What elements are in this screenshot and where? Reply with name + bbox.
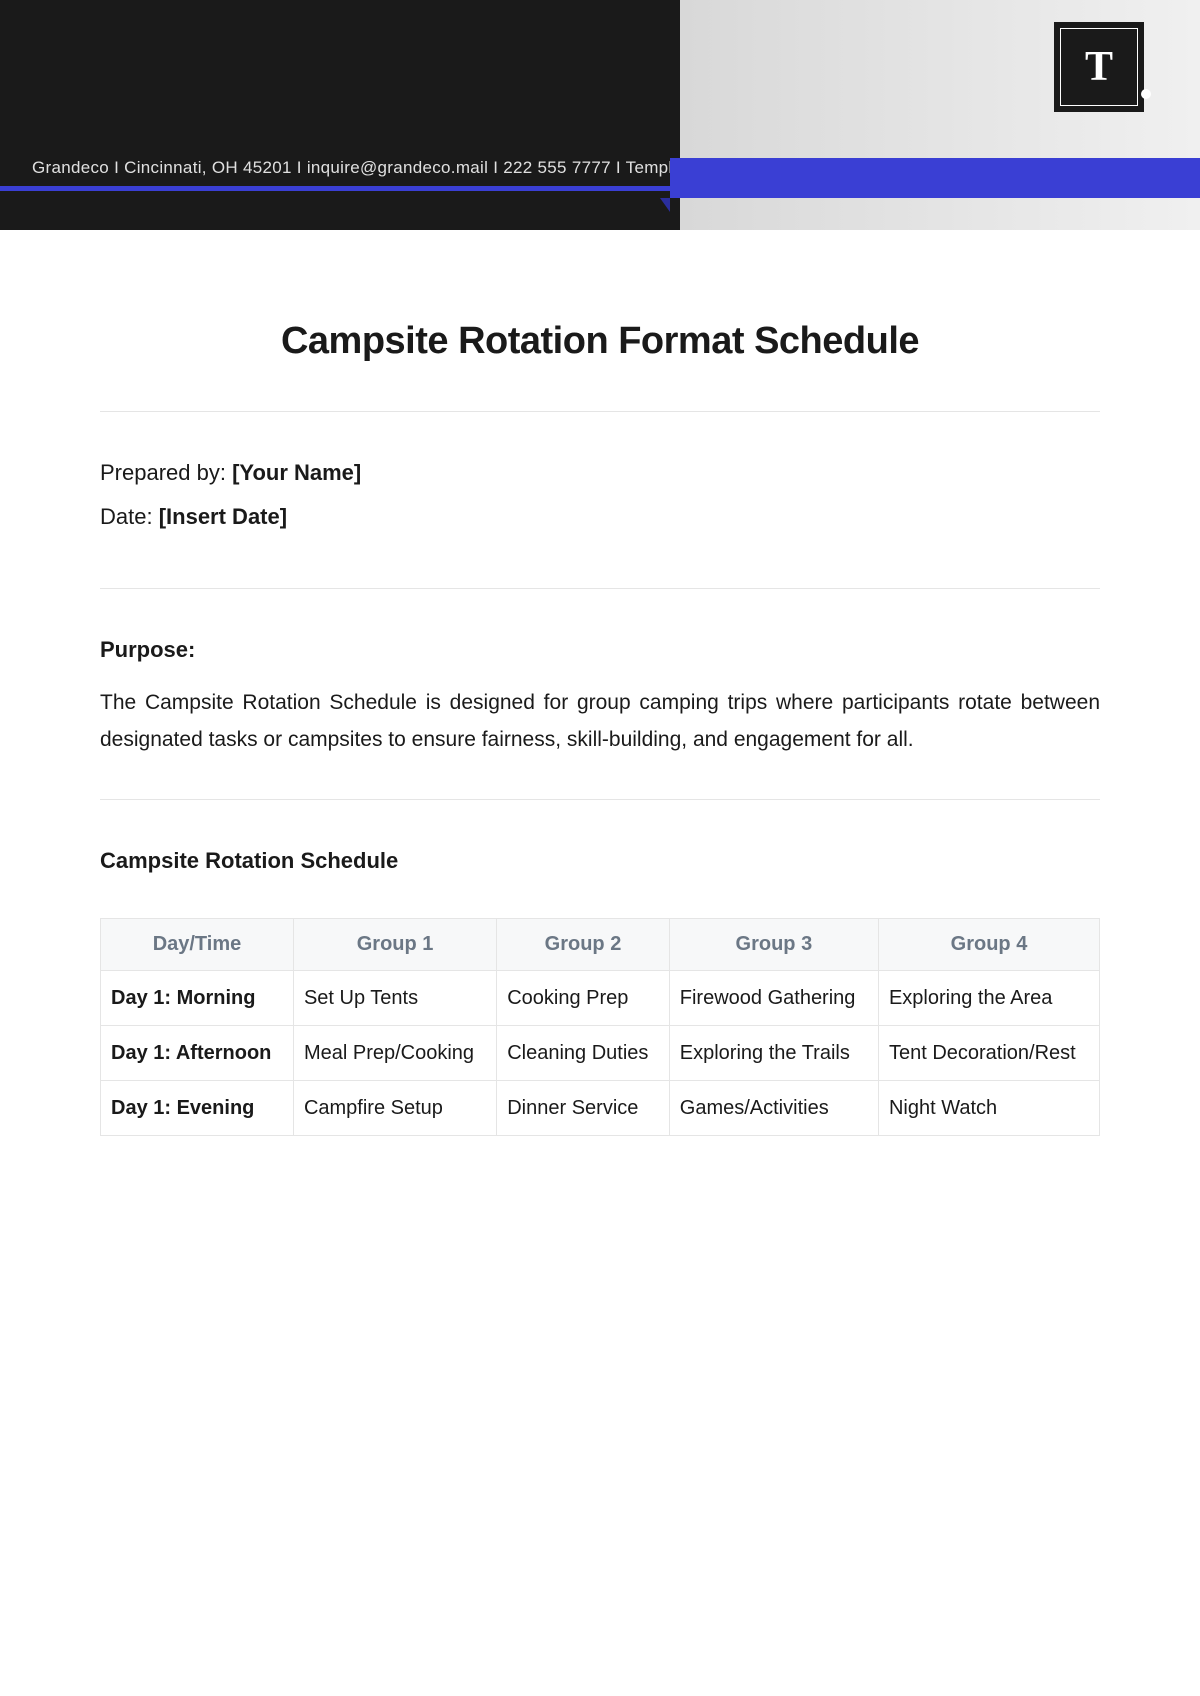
cell: Games/Activities bbox=[669, 1080, 878, 1135]
divider bbox=[100, 411, 1100, 412]
purpose-text: The Campsite Rotation Schedule is design… bbox=[100, 685, 1100, 759]
date-value: [Insert Date] bbox=[159, 504, 287, 529]
cell: Dinner Service bbox=[497, 1080, 670, 1135]
blue-notch bbox=[660, 198, 670, 212]
divider bbox=[100, 799, 1100, 800]
schedule-heading: Campsite Rotation Schedule bbox=[100, 848, 1100, 874]
blue-bar bbox=[670, 158, 1200, 198]
col-header: Day/Time bbox=[101, 918, 294, 970]
schedule-table: Day/Time Group 1 Group 2 Group 3 Group 4… bbox=[100, 918, 1100, 1136]
company-phone: 222 555 7777 bbox=[503, 158, 611, 177]
table-header-row: Day/Time Group 1 Group 2 Group 3 Group 4 bbox=[101, 918, 1100, 970]
cell: Tent Decoration/Rest bbox=[878, 1025, 1099, 1080]
company-location: Cincinnati, OH 45201 bbox=[124, 158, 292, 177]
cell: Night Watch bbox=[878, 1080, 1099, 1135]
divider bbox=[100, 588, 1100, 589]
prepared-by-value: [Your Name] bbox=[232, 460, 361, 485]
cell: Meal Prep/Cooking bbox=[293, 1025, 496, 1080]
logo-letter: T bbox=[1085, 43, 1113, 91]
sep: I bbox=[297, 158, 307, 177]
purpose-heading: Purpose: bbox=[100, 637, 1100, 663]
col-header: Group 2 bbox=[497, 918, 670, 970]
cell-daytime: Day 1: Afternoon bbox=[101, 1025, 294, 1080]
document-header: T Grandeco I Cincinnati, OH 45201 I inqu… bbox=[0, 0, 1200, 230]
prepared-by-line: Prepared by: [Your Name] bbox=[100, 460, 1100, 486]
company-email: inquire@grandeco.mail bbox=[307, 158, 488, 177]
cell: Campfire Setup bbox=[293, 1080, 496, 1135]
col-header: Group 3 bbox=[669, 918, 878, 970]
header-contact-line: Grandeco I Cincinnati, OH 45201 I inquir… bbox=[32, 158, 727, 178]
date-line: Date: [Insert Date] bbox=[100, 504, 1100, 530]
prepared-by-label: Prepared by: bbox=[100, 460, 232, 485]
table-row: Day 1: Morning Set Up Tents Cooking Prep… bbox=[101, 970, 1100, 1025]
cell: Exploring the Trails bbox=[669, 1025, 878, 1080]
cell: Exploring the Area bbox=[878, 970, 1099, 1025]
sep: I bbox=[109, 158, 124, 177]
cell: Cooking Prep bbox=[497, 970, 670, 1025]
sep: I bbox=[493, 158, 503, 177]
date-label: Date: bbox=[100, 504, 159, 529]
col-header: Group 4 bbox=[878, 918, 1099, 970]
sep: I bbox=[616, 158, 626, 177]
document-content: Campsite Rotation Format Schedule Prepar… bbox=[0, 230, 1200, 1136]
header-dark-panel bbox=[0, 0, 680, 230]
company-name: Grandeco bbox=[32, 158, 109, 177]
cell: Cleaning Duties bbox=[497, 1025, 670, 1080]
blue-underline bbox=[0, 186, 680, 191]
document-title: Campsite Rotation Format Schedule bbox=[100, 320, 1100, 363]
table-row: Day 1: Evening Campfire Setup Dinner Ser… bbox=[101, 1080, 1100, 1135]
table-row: Day 1: Afternoon Meal Prep/Cooking Clean… bbox=[101, 1025, 1100, 1080]
logo-dot bbox=[1141, 89, 1151, 99]
cell-daytime: Day 1: Evening bbox=[101, 1080, 294, 1135]
cell: Set Up Tents bbox=[293, 970, 496, 1025]
cell-daytime: Day 1: Morning bbox=[101, 970, 294, 1025]
cell: Firewood Gathering bbox=[669, 970, 878, 1025]
logo-box: T bbox=[1060, 28, 1138, 106]
col-header: Group 1 bbox=[293, 918, 496, 970]
